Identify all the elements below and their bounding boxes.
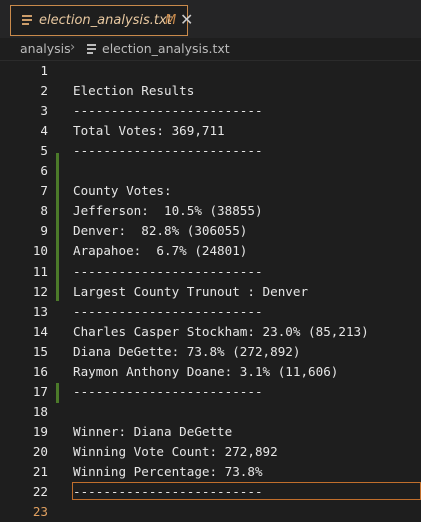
line-number: 14 xyxy=(32,323,48,339)
chevron-right-icon: › xyxy=(70,40,76,55)
code-line[interactable]: 21 Winning Percentage: 73.8% xyxy=(0,462,421,482)
code-line[interactable]: 13 ------------------------- xyxy=(0,302,421,322)
line-number: 11 xyxy=(32,263,48,279)
line-text: County Votes: xyxy=(73,183,172,199)
code-line[interactable]: 6 xyxy=(0,161,421,181)
line-text: ------------------------- xyxy=(73,303,263,319)
code-line[interactable]: 9 Denver: 82.8% (306055) xyxy=(0,221,421,241)
line-number: 6 xyxy=(40,163,48,179)
line-number: 13 xyxy=(32,303,48,319)
code-line[interactable]: 8 Jefferson: 10.5% (38855) xyxy=(0,201,421,221)
line-number: 19 xyxy=(32,423,48,439)
modified-lines-marker xyxy=(56,383,59,403)
code-line[interactable]: 5 ------------------------- xyxy=(0,141,421,161)
line-number: 17 xyxy=(32,383,48,399)
line-number: 21 xyxy=(32,464,48,479)
code-line[interactable]: 7 County Votes: xyxy=(0,181,421,201)
line-number: 20 xyxy=(32,443,48,459)
line-number: 3 xyxy=(40,103,48,119)
line-text: Jefferson: 10.5% (38855) xyxy=(73,203,263,219)
code-line[interactable]: 12 Largest County Trunout : Denver xyxy=(0,282,421,302)
line-number: 12 xyxy=(32,283,48,299)
line-number: 23 xyxy=(32,504,48,520)
line-number: 7 xyxy=(40,183,48,199)
code-line[interactable]: 22 ------------------------- xyxy=(0,482,421,502)
tab-bar: election_analysis.txt M ✕ xyxy=(0,0,421,38)
line-number: 22 xyxy=(32,484,48,500)
line-text: ------------------------- xyxy=(73,383,263,399)
line-text: ------------------------- xyxy=(73,263,263,279)
modified-lines-marker xyxy=(56,153,59,301)
line-number: 15 xyxy=(32,343,48,359)
line-text: Total Votes: 369,711 xyxy=(73,123,225,139)
line-number: 2 xyxy=(40,83,48,99)
line-number: 10 xyxy=(32,243,48,259)
code-line[interactable]: 4 Total Votes: 369,711 xyxy=(0,121,421,141)
code-line[interactable]: 1 xyxy=(0,61,421,81)
line-number: 1 xyxy=(40,63,48,78)
line-text: Raymon Anthony Doane: 3.1% (11,606) xyxy=(73,363,339,379)
line-text: Diana DeGette: 73.8% (272,892) xyxy=(73,343,301,359)
code-line[interactable]: 20 Winning Vote Count: 272,892 xyxy=(0,442,421,462)
line-text: ------------------------- xyxy=(73,484,263,500)
line-text: Denver: 82.8% (306055) xyxy=(73,223,248,239)
line-number: 4 xyxy=(40,123,48,139)
code-line[interactable]: 2 Election Results xyxy=(0,81,421,101)
modified-indicator: M xyxy=(165,13,177,28)
line-text: ------------------------- xyxy=(73,103,263,119)
code-line[interactable]: 15 Diana DeGette: 73.8% (272,892) xyxy=(0,342,421,362)
breadcrumb-file[interactable]: election_analysis.txt xyxy=(102,41,230,56)
code-line[interactable]: 16 Raymon Anthony Doane: 3.1% (11,606) xyxy=(0,362,421,382)
code-line[interactable]: 14 Charles Casper Stockham: 23.0% (85,213… xyxy=(0,322,421,342)
line-text: Winning Percentage: 73.8% xyxy=(73,464,263,479)
code-line[interactable]: 3 ------------------------- xyxy=(0,101,421,121)
code-line[interactable]: 18 xyxy=(0,402,421,422)
file-lines-icon xyxy=(22,15,32,26)
code-line[interactable]: 17 ------------------------- xyxy=(0,382,421,402)
line-number: 9 xyxy=(40,223,48,239)
line-text: Election Results xyxy=(73,83,195,99)
tab-filename: election_analysis.txt xyxy=(39,13,172,28)
line-number: 8 xyxy=(40,203,48,219)
code-line[interactable]: 23 xyxy=(0,502,421,522)
line-text: ------------------------- xyxy=(73,143,263,159)
line-number: 18 xyxy=(32,403,48,419)
code-editor[interactable]: 1 2 Election Results 3 ---------------------… xyxy=(0,61,421,519)
breadcrumb-folder[interactable]: analysis xyxy=(20,41,71,56)
tab-election-analysis[interactable]: election_analysis.txt M ✕ xyxy=(10,5,193,36)
line-number: 16 xyxy=(32,363,48,379)
line-text: Winning Vote Count: 272,892 xyxy=(73,443,278,459)
close-icon[interactable]: ✕ xyxy=(180,10,194,29)
line-text: Winner: Diana DeGette xyxy=(73,423,233,439)
line-text: Charles Casper Stockham: 23.0% (85,213) xyxy=(73,323,369,339)
line-number: 5 xyxy=(40,143,48,159)
code-line[interactable]: 19 Winner: Diana DeGette xyxy=(0,422,421,442)
line-text: Largest County Trunout : Denver xyxy=(73,283,309,299)
code-line[interactable]: 10 Arapahoe: 6.7% (24801) xyxy=(0,241,421,261)
file-lines-icon xyxy=(87,44,96,54)
breadcrumb: analysis › election_analysis.txt xyxy=(0,38,421,61)
line-text: Arapahoe: 6.7% (24801) xyxy=(73,243,248,259)
code-line[interactable]: 11 ------------------------- xyxy=(0,262,421,282)
